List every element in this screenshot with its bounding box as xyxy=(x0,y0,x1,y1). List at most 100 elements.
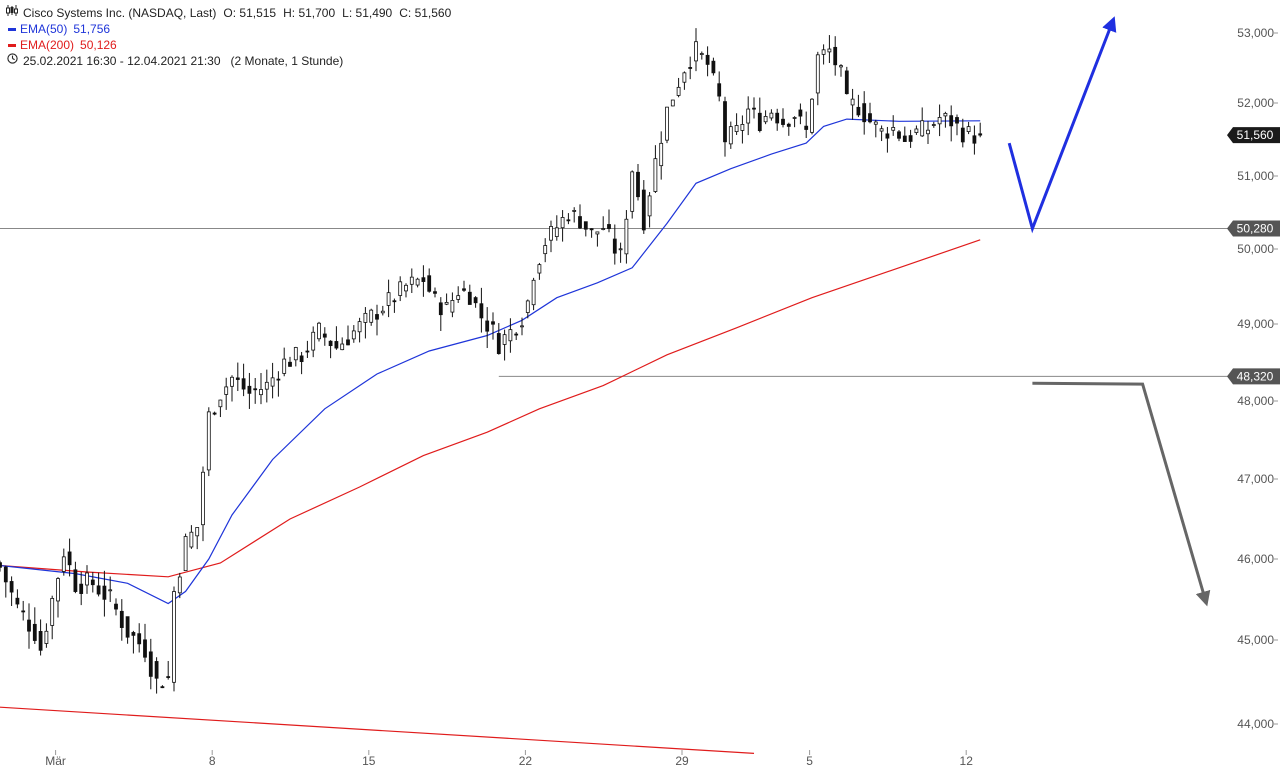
candle xyxy=(949,105,954,142)
price-badge: 48,320 xyxy=(1227,368,1280,385)
candle xyxy=(885,126,890,153)
candle xyxy=(189,525,194,549)
candle-body xyxy=(143,639,147,658)
candle xyxy=(560,210,565,242)
candle-body xyxy=(462,288,466,291)
x-tick-label: 22 xyxy=(519,754,533,768)
candle xyxy=(908,129,913,148)
candle xyxy=(369,308,374,326)
candle-body xyxy=(804,125,809,130)
candle xyxy=(137,623,142,653)
candle xyxy=(375,304,379,336)
candle-body xyxy=(630,171,635,212)
x-tick-label: 15 xyxy=(362,754,376,768)
candle-body xyxy=(955,117,959,124)
candle-body xyxy=(375,314,379,320)
price-badge-shape xyxy=(1227,368,1280,385)
candle xyxy=(73,561,78,594)
candle-body xyxy=(444,301,449,305)
ema200-label: EMA(200) xyxy=(20,38,75,52)
ema200-legend[interactable]: EMA(200) 50,126 xyxy=(6,37,451,53)
candle xyxy=(601,216,606,231)
ema200-path xyxy=(0,239,981,578)
candle-body xyxy=(786,123,791,127)
candle-body xyxy=(868,113,872,123)
candle-body xyxy=(102,585,107,600)
candle-body xyxy=(508,329,513,342)
candle xyxy=(119,599,124,641)
candle xyxy=(844,66,849,95)
candle-body xyxy=(752,107,756,110)
candle xyxy=(148,638,153,690)
candle-body xyxy=(438,302,443,316)
candle-body xyxy=(850,98,855,106)
candle-body xyxy=(90,579,95,586)
y-tick-label: 51,000 xyxy=(1237,169,1274,183)
candle xyxy=(235,362,240,392)
candle xyxy=(920,107,925,137)
candle-body xyxy=(856,106,861,116)
candle-body xyxy=(554,227,559,237)
candle-body xyxy=(815,54,820,94)
candle xyxy=(769,109,774,121)
candle xyxy=(647,192,652,228)
candle-body xyxy=(282,358,287,374)
candle xyxy=(282,347,287,377)
candle-body xyxy=(201,471,205,526)
candle-body xyxy=(514,333,519,336)
y-tick-label: 53,000 xyxy=(1237,26,1274,40)
ema50-legend[interactable]: EMA(50) 51,756 xyxy=(6,21,451,37)
candle-body xyxy=(264,381,269,390)
candle xyxy=(322,327,327,346)
x-tick-label: 5 xyxy=(806,754,813,768)
bearish-arrow xyxy=(1032,381,1211,607)
candle-body xyxy=(839,65,843,68)
candle xyxy=(943,111,948,128)
candle xyxy=(966,121,971,135)
candle-body xyxy=(21,610,26,613)
candle xyxy=(479,287,484,333)
candle-body xyxy=(328,340,333,347)
candle xyxy=(566,213,571,225)
candle xyxy=(914,125,919,135)
period-text: (2 Monate, 1 Stunde) xyxy=(230,54,344,68)
candle-body xyxy=(212,412,217,415)
candle xyxy=(259,372,263,405)
candle-body xyxy=(172,591,176,683)
candle-body xyxy=(862,103,867,123)
price-badge-shape xyxy=(1227,127,1280,144)
candle-body xyxy=(409,276,414,285)
candle xyxy=(630,170,635,219)
candle xyxy=(305,340,310,358)
candle xyxy=(740,115,745,144)
candle-body xyxy=(0,562,2,568)
candle xyxy=(357,317,362,343)
candle-body xyxy=(27,619,31,632)
candle-body xyxy=(247,385,252,394)
candle xyxy=(514,331,519,341)
ema200-value: 50,126 xyxy=(80,38,117,52)
candle xyxy=(473,296,478,308)
candle-body xyxy=(369,309,374,323)
candle-body xyxy=(79,583,84,594)
candle xyxy=(380,305,385,316)
candle xyxy=(299,351,304,375)
candle-body xyxy=(978,133,983,136)
candle xyxy=(815,51,820,106)
candle-body xyxy=(595,231,600,235)
price-badge: 51,560 xyxy=(1227,127,1280,144)
candle-body xyxy=(398,281,403,296)
candle-body xyxy=(728,126,733,145)
instrument-row: Cisco Systems Inc. (NASDAQ, Last) O: 51,… xyxy=(6,5,451,21)
ema50-swatch xyxy=(8,27,16,31)
candle-body xyxy=(670,99,675,107)
candle xyxy=(873,119,878,138)
candle xyxy=(154,657,159,694)
candle-body xyxy=(351,330,356,340)
candle xyxy=(705,46,710,77)
candle xyxy=(38,619,43,656)
red-trendline xyxy=(0,706,755,754)
candle xyxy=(172,586,176,692)
x-tick-label: 8 xyxy=(209,754,216,768)
